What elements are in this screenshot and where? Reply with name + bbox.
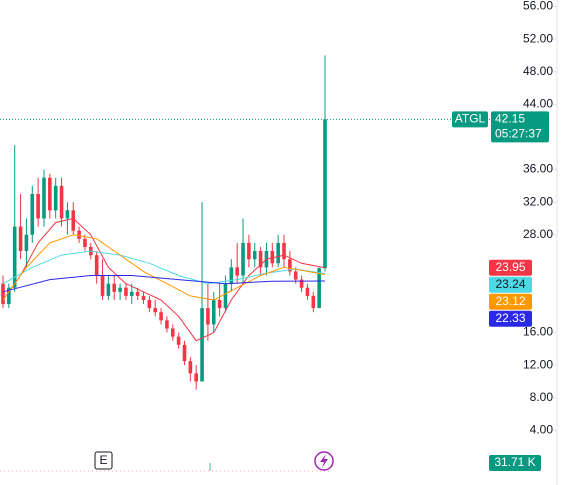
candle-body xyxy=(317,268,321,309)
candle-body xyxy=(71,210,76,231)
candle-body xyxy=(153,308,158,313)
candle-body xyxy=(311,295,316,309)
candle-body xyxy=(159,312,163,321)
candle-body xyxy=(48,177,52,211)
candle-body xyxy=(323,119,327,269)
volume-badge xyxy=(489,455,541,471)
candle-body xyxy=(18,226,23,252)
ma-badge xyxy=(489,276,532,293)
ma-value-label: 22.33 xyxy=(495,311,525,325)
candle-body xyxy=(188,361,193,374)
moving-average xyxy=(2,275,326,293)
volume-label: 31.71 K xyxy=(494,455,535,469)
y-tick-label: 4.00 xyxy=(530,423,554,437)
candle-body xyxy=(118,287,122,292)
candle-body xyxy=(211,299,216,325)
candle-body xyxy=(1,283,5,305)
candle-body xyxy=(77,230,81,239)
candle-body xyxy=(217,299,222,309)
candle-body xyxy=(223,283,228,309)
ma-value-label: 23.12 xyxy=(495,294,525,308)
volume-spike xyxy=(209,463,211,471)
candle-body xyxy=(229,267,234,284)
candle-body xyxy=(130,291,134,296)
candle-body xyxy=(12,226,17,288)
candle-body xyxy=(30,194,35,235)
candle-body xyxy=(176,336,181,345)
candle-body xyxy=(147,299,152,309)
y-tick-label: 12.00 xyxy=(523,357,553,371)
candle-body xyxy=(299,279,304,288)
y-tick-label: 32.00 xyxy=(523,194,553,208)
candle-body xyxy=(165,320,169,329)
candle-body xyxy=(112,283,117,292)
candle-body xyxy=(194,373,198,382)
candle-body xyxy=(182,344,187,362)
moving-average xyxy=(2,234,326,301)
candle-body xyxy=(252,251,257,260)
countdown-label: 05:27:37 xyxy=(495,127,542,141)
plot xyxy=(0,55,490,390)
y-tick-label: 36.00 xyxy=(523,162,553,176)
candle-body xyxy=(94,255,99,276)
ma-badge xyxy=(489,310,532,327)
candle-body xyxy=(305,287,310,296)
candle-body xyxy=(24,234,29,252)
moving-average xyxy=(2,250,326,285)
candle-body xyxy=(100,275,105,296)
candle-body xyxy=(53,185,58,211)
y-tick-label: 48.00 xyxy=(523,64,553,78)
candle-body xyxy=(247,242,251,260)
candle-body xyxy=(65,210,70,219)
candle-body xyxy=(170,328,175,337)
y-tick-label: 28.00 xyxy=(523,227,553,241)
candle-body xyxy=(135,291,140,296)
event-marker: E xyxy=(99,453,107,467)
price-badge xyxy=(491,111,549,143)
ma-value-label: 23.95 xyxy=(495,260,525,274)
candle-body xyxy=(235,267,239,276)
candle-body xyxy=(124,287,128,296)
ma-badge xyxy=(489,293,532,310)
symbol-label: ATGL xyxy=(455,112,486,126)
candle-body xyxy=(206,308,210,325)
event-box xyxy=(94,451,113,470)
candle-body xyxy=(258,251,263,268)
candle-body xyxy=(7,287,11,305)
last-price-label: 42.15 xyxy=(495,112,525,126)
lightning-bolt xyxy=(320,454,328,468)
candle-body xyxy=(141,295,146,300)
candle-body xyxy=(288,259,292,272)
candle-body xyxy=(59,185,64,219)
candle-body xyxy=(293,271,298,280)
candle-body xyxy=(36,194,40,219)
moving-average xyxy=(2,217,326,342)
symbol-badge xyxy=(452,111,488,128)
y-tick-label: 56.00 xyxy=(523,0,553,13)
candle-body xyxy=(241,242,245,276)
candle-body xyxy=(276,242,280,264)
ma-value-label: 23.24 xyxy=(495,277,525,291)
y-tick-label: 52.00 xyxy=(523,31,553,45)
candle-body xyxy=(270,251,275,264)
candle-body xyxy=(282,242,286,260)
candle-body xyxy=(200,308,204,382)
ma-badge xyxy=(489,259,532,276)
candle-body xyxy=(83,238,87,247)
y-tick-label: 8.00 xyxy=(530,390,554,404)
candle-body xyxy=(106,283,111,296)
candle-body xyxy=(42,177,46,219)
y-tick-label: 44.00 xyxy=(523,97,553,111)
y-tick-label: 16.00 xyxy=(523,325,553,339)
